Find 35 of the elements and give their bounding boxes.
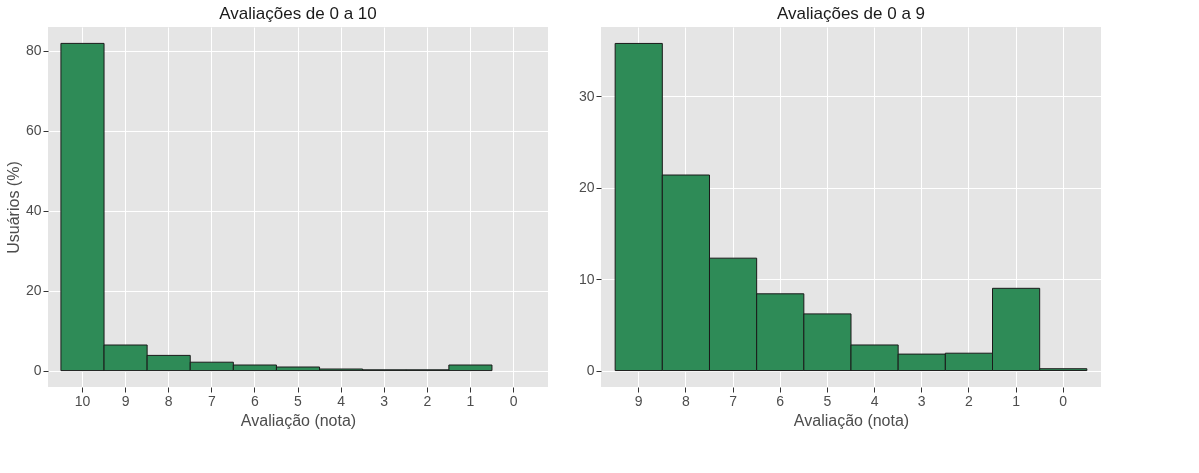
x-tick-label: 7 [207, 392, 216, 409]
x-tick-label: 7 [729, 392, 738, 409]
y-axis-title: Usuários (%) [4, 161, 22, 254]
x-tick-label: 10 [74, 392, 91, 409]
x-tick-label: 9 [121, 392, 130, 409]
chart-title: Avaliações de 0 a 10 [219, 4, 377, 23]
chart-title: Avaliações de 0 a 9 [776, 4, 926, 23]
y-tick-label: 30 [578, 87, 595, 104]
x-tick-label: 5 [823, 392, 832, 409]
x-tick-label: 5 [294, 392, 303, 409]
y-tick-label: 40 [25, 202, 42, 219]
x-tick-label: 3 [380, 392, 389, 409]
x-tick-label: 8 [164, 392, 173, 409]
x-tick-label: 6 [776, 392, 785, 409]
y-tick-label: 0 [586, 362, 595, 379]
x-tick-label: 6 [251, 392, 259, 409]
x-tick-label: 1 [466, 392, 475, 409]
x-axis-title: Avaliação (nota) [793, 411, 910, 429]
y-tick-label: 20 [578, 179, 595, 196]
y-tick-label: 0 [33, 362, 42, 379]
x-tick-label: 0 [1059, 392, 1068, 409]
x-tick-label: 1 [1012, 392, 1021, 409]
y-tick-label: 80 [25, 42, 42, 59]
x-tick-label: 4 [337, 392, 346, 409]
x-axis-title: Avaliação (nota) [240, 411, 357, 429]
x-tick-label: 3 [917, 392, 926, 409]
x-tick-label: 0 [509, 392, 518, 409]
y-tick-label: 10 [578, 270, 595, 287]
x-tick-label: 2 [423, 392, 432, 409]
y-tick-label: 20 [25, 282, 42, 299]
x-tick-label: 4 [870, 392, 879, 409]
x-tick-label: 8 [682, 392, 691, 409]
y-tick-label: 60 [25, 122, 42, 139]
x-tick-label: 2 [965, 392, 974, 409]
x-tick-label: 9 [634, 392, 643, 409]
